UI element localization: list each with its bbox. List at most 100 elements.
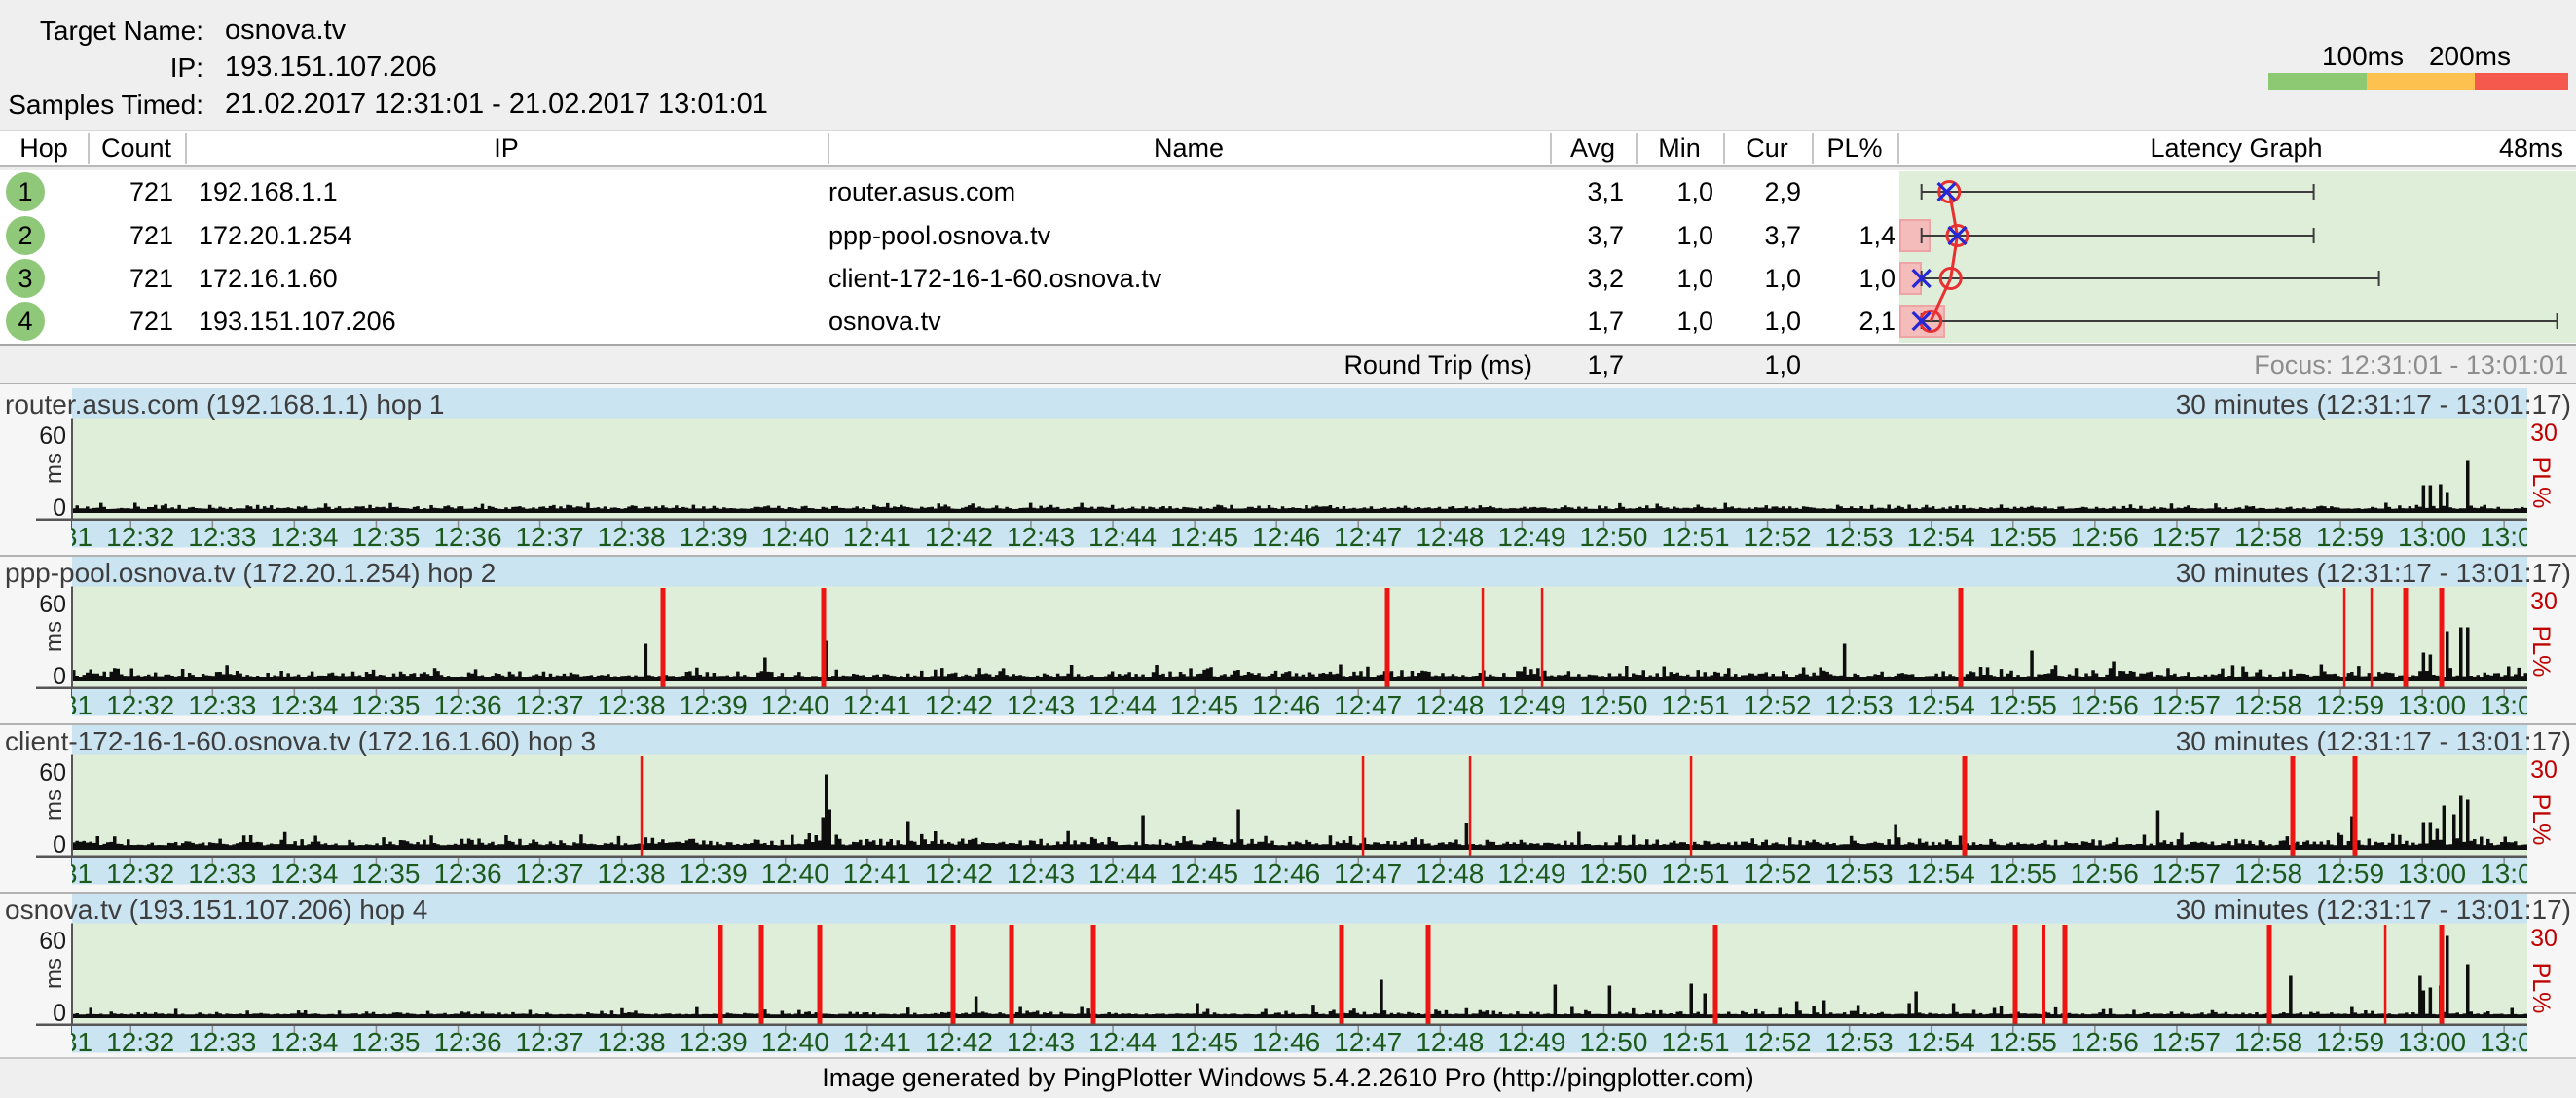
svg-text:12:48: 12:48 (1416, 859, 1484, 889)
svg-text:12:51: 12:51 (1661, 859, 1729, 889)
svg-text:12:47: 12:47 (1334, 859, 1402, 889)
svg-text:PL%: PL% (2527, 458, 2555, 509)
svg-text:ms: ms (41, 453, 67, 484)
svg-text:12:41: 12:41 (843, 690, 911, 720)
svg-text:12:35: 12:35 (351, 859, 420, 889)
svg-text:12:43: 12:43 (1007, 690, 1075, 720)
svg-text:12:52: 12:52 (1744, 690, 1812, 720)
svg-text:12:59: 12:59 (2316, 690, 2384, 720)
svg-text:0: 0 (53, 1000, 66, 1027)
svg-text:12:49: 12:49 (1497, 1027, 1565, 1057)
svg-text:12:36: 12:36 (433, 690, 501, 720)
svg-text:12:56: 12:56 (2071, 1027, 2139, 1057)
svg-text:12:32: 12:32 (106, 690, 174, 720)
svg-text:12:50: 12:50 (1579, 690, 1647, 720)
svg-text:client-172-16-1-60.osnova.tv (: client-172-16-1-60.osnova.tv (172.16.1.6… (5, 726, 596, 756)
svg-text:12:44: 12:44 (1088, 859, 1157, 889)
svg-text:12:33: 12:33 (188, 522, 256, 552)
svg-text:ms: ms (41, 789, 67, 821)
svg-text:12:55: 12:55 (1989, 522, 2057, 552)
svg-text:12:40: 12:40 (761, 690, 829, 720)
svg-text:osnova.tv (193.151.107.206) ho: osnova.tv (193.151.107.206) hop 4 (5, 895, 427, 925)
svg-text:60: 60 (39, 591, 66, 618)
svg-text:12:38: 12:38 (598, 690, 666, 720)
svg-text:12:31: 12:31 (24, 1027, 92, 1057)
svg-text:12:34: 12:34 (270, 690, 338, 720)
svg-text:12:44: 12:44 (1088, 690, 1157, 720)
svg-text:12:54: 12:54 (1907, 1027, 1975, 1057)
svg-text:12:54: 12:54 (1907, 859, 1975, 889)
svg-text:ms: ms (41, 621, 67, 652)
svg-text:12:35: 12:35 (351, 522, 420, 552)
svg-text:12:37: 12:37 (516, 522, 584, 552)
svg-text:30: 30 (2530, 588, 2558, 615)
svg-text:12:57: 12:57 (2153, 859, 2221, 889)
svg-text:12:34: 12:34 (270, 522, 338, 552)
svg-text:12:45: 12:45 (1170, 1027, 1238, 1057)
svg-text:0: 0 (53, 494, 66, 522)
svg-text:12:54: 12:54 (1907, 522, 1975, 552)
svg-text:12:44: 12:44 (1088, 522, 1157, 552)
svg-text:12:56: 12:56 (2071, 690, 2139, 720)
svg-text:12:39: 12:39 (680, 1027, 748, 1057)
svg-text:60: 60 (39, 422, 66, 450)
svg-text:12:58: 12:58 (2234, 859, 2302, 889)
svg-text:12:33: 12:33 (188, 690, 256, 720)
svg-text:12:49: 12:49 (1497, 522, 1565, 552)
svg-text:12:58: 12:58 (2234, 1027, 2302, 1057)
svg-text:12:42: 12:42 (925, 690, 993, 720)
svg-text:12:31: 12:31 (24, 522, 92, 552)
svg-text:12:51: 12:51 (1661, 522, 1729, 552)
svg-text:12:46: 12:46 (1252, 522, 1320, 552)
svg-text:13:01: 13:01 (2480, 1027, 2548, 1057)
svg-text:12:49: 12:49 (1497, 859, 1565, 889)
svg-text:12:52: 12:52 (1744, 859, 1812, 889)
svg-text:12:36: 12:36 (433, 1027, 501, 1057)
svg-text:12:45: 12:45 (1170, 522, 1238, 552)
svg-text:12:50: 12:50 (1579, 859, 1647, 889)
svg-text:13:00: 13:00 (2398, 522, 2466, 552)
svg-text:12:57: 12:57 (2153, 1027, 2221, 1057)
svg-text:12:47: 12:47 (1334, 522, 1402, 552)
svg-text:12:54: 12:54 (1907, 690, 1975, 720)
svg-text:12:57: 12:57 (2153, 522, 2221, 552)
svg-text:12:50: 12:50 (1579, 522, 1647, 552)
svg-text:12:53: 12:53 (1825, 522, 1894, 552)
svg-text:13:00: 13:00 (2398, 1027, 2466, 1057)
svg-text:60: 60 (39, 928, 66, 955)
svg-text:30 minutes (12:31:17 - 13:01:1: 30 minutes (12:31:17 - 13:01:17) (2176, 389, 2571, 420)
svg-text:12:49: 12:49 (1497, 690, 1565, 720)
svg-text:12:46: 12:46 (1252, 690, 1320, 720)
svg-text:12:50: 12:50 (1579, 1027, 1647, 1057)
svg-text:12:47: 12:47 (1334, 1027, 1402, 1057)
svg-text:12:36: 12:36 (433, 859, 501, 889)
svg-text:12:48: 12:48 (1416, 522, 1484, 552)
svg-text:12:32: 12:32 (106, 522, 174, 552)
svg-text:12:40: 12:40 (761, 522, 829, 552)
svg-text:30: 30 (2530, 420, 2558, 447)
svg-text:12:53: 12:53 (1825, 1027, 1894, 1057)
svg-text:router.asus.com (192.168.1.1): router.asus.com (192.168.1.1) hop 1 (5, 389, 444, 420)
svg-text:12:38: 12:38 (598, 522, 666, 552)
svg-text:12:40: 12:40 (761, 859, 829, 889)
svg-text:30 minutes (12:31:17 - 13:01:1: 30 minutes (12:31:17 - 13:01:17) (2176, 895, 2571, 925)
svg-text:12:51: 12:51 (1661, 690, 1729, 720)
svg-text:0: 0 (53, 663, 66, 690)
svg-text:12:52: 12:52 (1744, 1027, 1812, 1057)
svg-text:12:59: 12:59 (2316, 859, 2384, 889)
svg-text:12:57: 12:57 (2153, 690, 2221, 720)
svg-text:12:41: 12:41 (843, 522, 911, 552)
svg-text:ms: ms (41, 958, 67, 989)
svg-text:13:01: 13:01 (2480, 522, 2548, 552)
svg-text:ppp-pool.osnova.tv (172.20.1.2: ppp-pool.osnova.tv (172.20.1.254) hop 2 (5, 558, 496, 588)
svg-text:12:53: 12:53 (1825, 859, 1894, 889)
svg-text:12:38: 12:38 (598, 1027, 666, 1057)
svg-text:12:46: 12:46 (1252, 859, 1320, 889)
svg-text:12:41: 12:41 (843, 859, 911, 889)
svg-text:12:42: 12:42 (925, 522, 993, 552)
svg-text:12:55: 12:55 (1989, 859, 2057, 889)
svg-text:12:43: 12:43 (1007, 522, 1075, 552)
svg-text:0: 0 (53, 831, 66, 859)
svg-text:12:36: 12:36 (433, 522, 501, 552)
svg-text:12:56: 12:56 (2071, 522, 2139, 552)
